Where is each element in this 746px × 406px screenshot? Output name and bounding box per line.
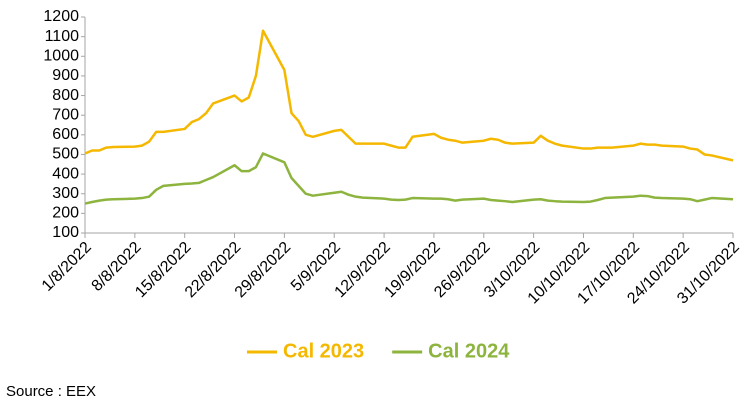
y-tick-label: 500 — [52, 146, 79, 163]
y-tick-label: 900 — [52, 67, 79, 84]
series-line — [84, 152, 734, 205]
y-tick-label: 1100 — [45, 28, 80, 45]
y-tick-label: 600 — [52, 126, 79, 143]
series-line — [84, 29, 734, 162]
y-tick-label: 100 — [52, 224, 79, 241]
y-tick-label: 200 — [52, 205, 79, 222]
y-tick-label: 800 — [52, 87, 79, 104]
x-tick-label: 1/8/2022 — [39, 239, 95, 295]
y-tick-label: 1200 — [43, 8, 79, 25]
legend-label: Cal 2024 — [428, 340, 510, 362]
y-tick-label: 400 — [52, 165, 79, 182]
y-tick-label: 700 — [52, 106, 79, 123]
legend-label: Cal 2023 — [283, 340, 364, 362]
y-tick-label: 300 — [52, 185, 79, 202]
y-tick-label: 1000 — [43, 47, 79, 64]
source: Source : EEX — [6, 383, 96, 400]
